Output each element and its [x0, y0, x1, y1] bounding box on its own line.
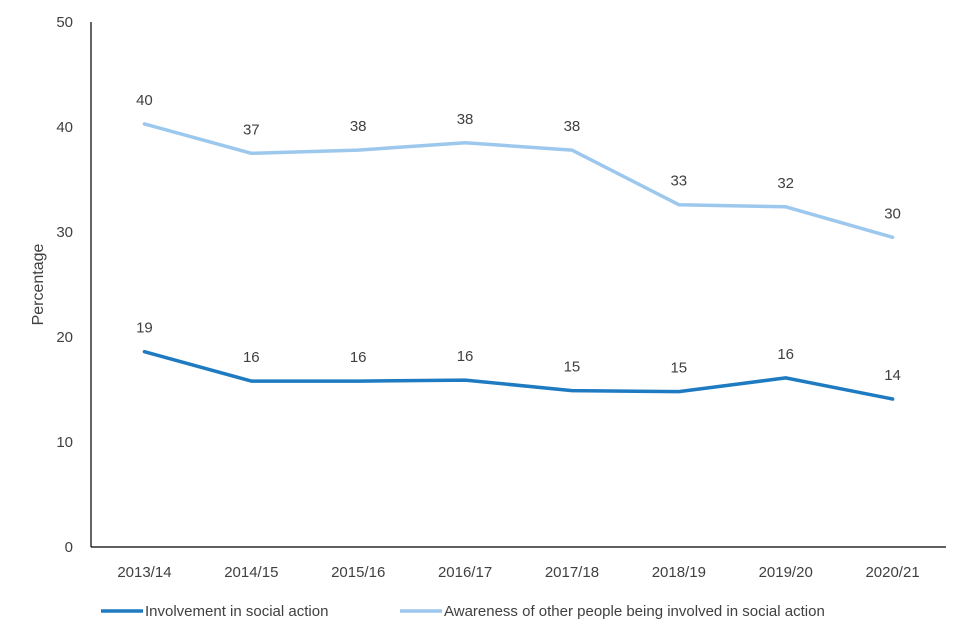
legend: Involvement in social action Awareness of… — [101, 603, 825, 620]
x-tick-label: 2020/21 — [865, 564, 919, 581]
data-label: 16 — [457, 348, 474, 365]
legend-label-1: Involvement in social action — [145, 603, 328, 620]
y-tick-label: 40 — [56, 119, 73, 136]
data-label: 16 — [243, 349, 260, 366]
data-label: 32 — [777, 175, 794, 192]
data-label: 30 — [884, 205, 901, 222]
axes: 0 10 20 30 40 50 2013/14 2014/15 2015/16 2016/17 2… — [30, 14, 946, 581]
y-tick-label: 0 — [65, 539, 73, 556]
series-line-2 — [142, 122, 895, 240]
y-tick-label: 30 — [56, 224, 73, 241]
data-label: 40 — [136, 92, 153, 109]
data-label: 15 — [670, 360, 687, 377]
x-tick-label: 2015/16 — [331, 564, 385, 581]
data-label: 38 — [564, 118, 581, 135]
data-label: 33 — [670, 173, 687, 190]
y-tick-label: 20 — [56, 329, 73, 346]
x-tick-label: 2014/15 — [224, 564, 278, 581]
data-label: 14 — [884, 367, 901, 384]
x-tick-label: 2019/20 — [759, 564, 813, 581]
x-tick-label: 2016/17 — [438, 564, 492, 581]
data-label: 16 — [777, 346, 794, 363]
x-tick-label: 2018/19 — [652, 564, 706, 581]
data-labels: 19 16 16 16 15 15 16 14 40 37 38 38 38 33 32 30 — [136, 92, 901, 384]
y-axis-title: Percentage — [30, 243, 47, 325]
x-tick-label: 2013/14 — [117, 564, 171, 581]
data-label: 15 — [564, 359, 581, 376]
y-tick-label: 50 — [56, 14, 73, 31]
y-tick-label: 10 — [56, 434, 73, 451]
data-label: 37 — [243, 121, 260, 138]
data-label: 38 — [350, 118, 367, 135]
legend-label-2: Awareness of other people being involved… — [444, 603, 825, 620]
data-label: 38 — [457, 111, 474, 128]
data-label: 19 — [136, 320, 153, 337]
data-label: 16 — [350, 349, 367, 366]
series-lines — [142, 122, 895, 401]
x-tick-label: 2017/18 — [545, 564, 599, 581]
series-line-1 — [142, 349, 895, 401]
